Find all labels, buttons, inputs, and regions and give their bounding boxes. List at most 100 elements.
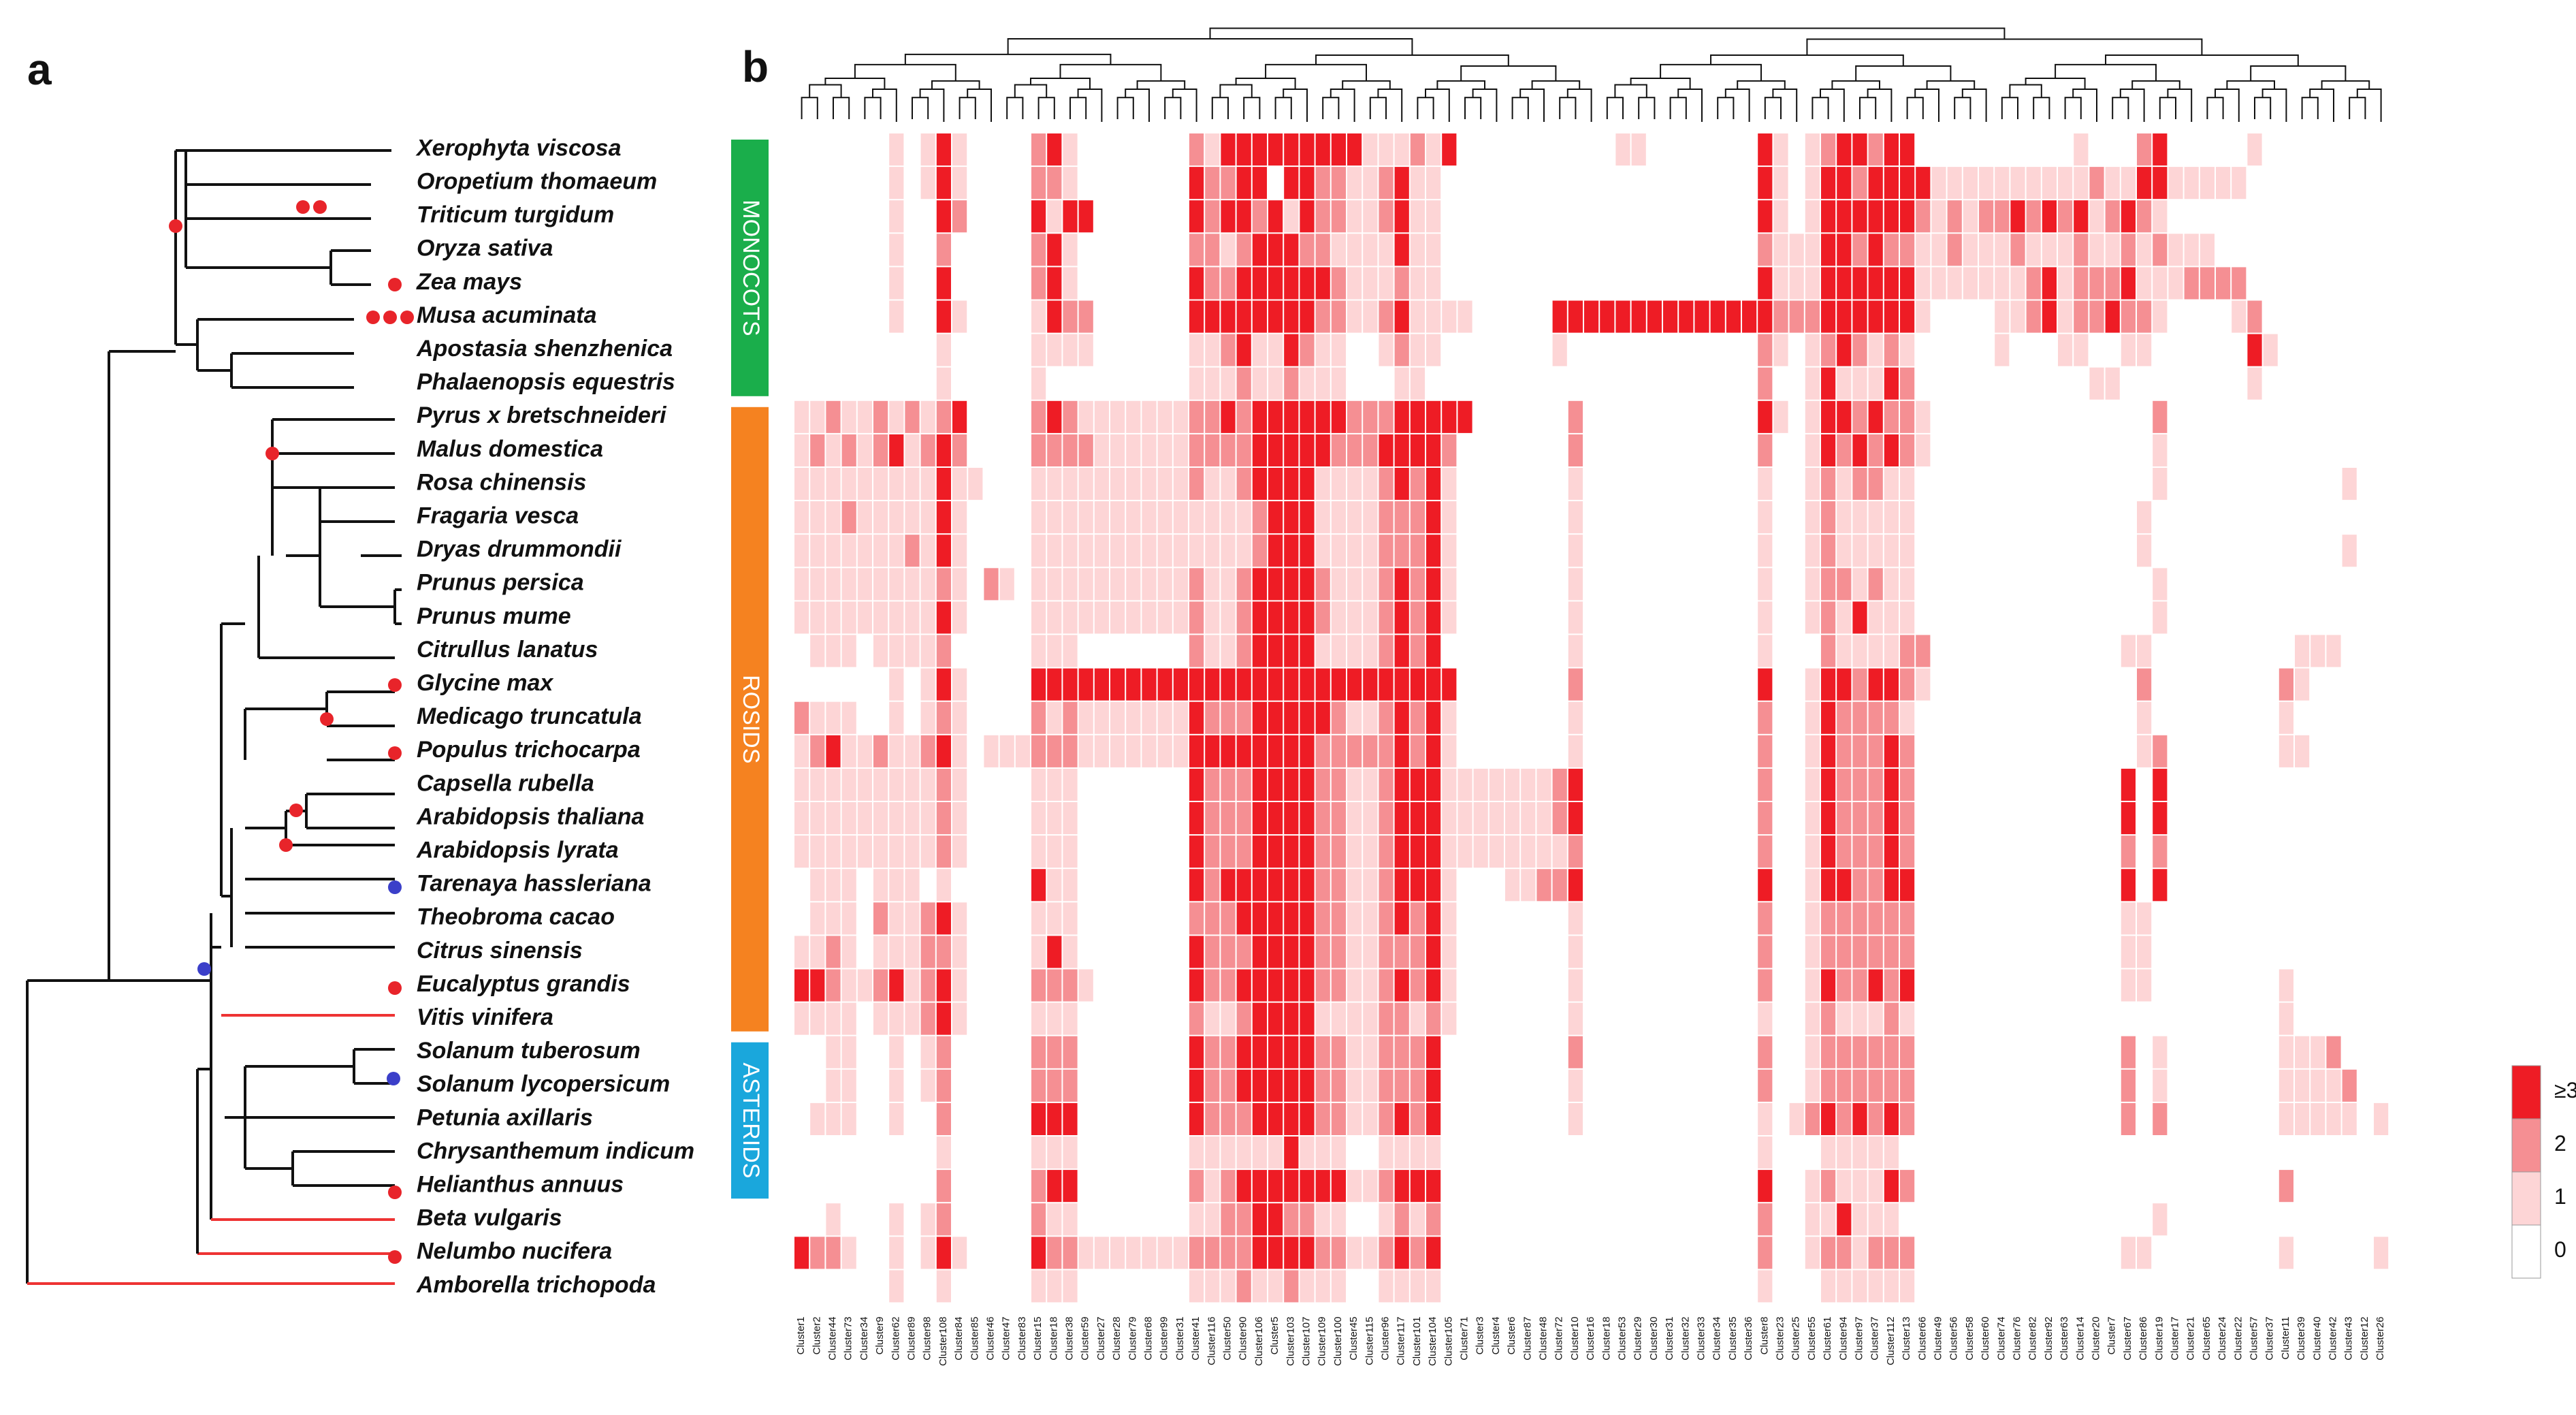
species-label: Theobroma cacao (417, 904, 615, 930)
heatmap-cell (1236, 869, 1251, 902)
heatmap-cell (1363, 735, 1378, 767)
heatmap-cell (952, 836, 967, 868)
heatmap-cell (1568, 1102, 1583, 1135)
heatmap-cell (1442, 535, 1457, 567)
species-label: Oropetium thomaeum (417, 168, 657, 194)
dendrogram-branch (2349, 97, 2366, 119)
heatmap-cell (1379, 668, 1394, 701)
cluster-label: Cluster18 (1048, 1317, 1059, 1361)
heatmap-cell (1063, 735, 1078, 767)
heatmap-cell (1805, 535, 1820, 567)
heatmap-cell (1931, 234, 1946, 266)
heatmap-cell (1837, 701, 1852, 734)
heatmap-cell (2026, 267, 2041, 300)
heatmap-cell (920, 836, 935, 868)
heatmap-cell (1063, 902, 1078, 935)
heatmap-cell (1205, 367, 1220, 400)
heatmap-cell (1852, 1036, 1867, 1068)
heatmap-cell (952, 902, 967, 935)
heatmap-cell (2342, 535, 2357, 567)
heatmap-cell (1584, 300, 1599, 333)
other-event-dot (197, 962, 211, 976)
heatmap-cell (1268, 969, 1283, 1002)
heatmap-cell (1236, 300, 1251, 333)
heatmap-cell (1868, 869, 1883, 902)
heatmap-cell (1221, 1002, 1236, 1035)
heatmap-cell (2200, 167, 2215, 200)
heatmap-cell (1031, 1270, 1046, 1303)
heatmap-cell (1900, 1170, 1915, 1203)
heatmap-cell (2010, 267, 2025, 300)
heatmap-cell (2137, 334, 2152, 366)
heatmap-cell (1410, 535, 1425, 567)
heatmap-cell (1442, 468, 1457, 500)
dendrogram-branch (2356, 89, 2382, 122)
heatmap-cell (1047, 267, 1062, 300)
heatmap-cell (1884, 400, 1899, 433)
heatmap-cell (889, 869, 904, 902)
legend-swatch (2511, 1118, 2541, 1173)
heatmap-cell (826, 768, 841, 801)
heatmap-cell (1126, 568, 1141, 601)
heatmap-cell (1284, 1237, 1299, 1269)
heatmap-cell (1552, 334, 1567, 366)
heatmap-cell (1252, 668, 1267, 701)
heatmap-cell (1284, 167, 1299, 200)
heatmap-cell (1900, 334, 1915, 366)
cluster-label: Cluster20 (2090, 1317, 2102, 1361)
heatmap-cell (1268, 400, 1283, 433)
heatmap-cell (1821, 936, 1836, 968)
cluster-labels: Cluster1 Cluster2 Cluster44 Cluster73 Cluste… (795, 1317, 2386, 1367)
heatmap-cell (1047, 434, 1062, 466)
heatmap-cell (1852, 1270, 1867, 1303)
heatmap-cell (1268, 1237, 1283, 1269)
heatmap-cell (1868, 568, 1883, 601)
dendrogram-branch (2301, 97, 2319, 119)
heatmap-cell (1663, 300, 1678, 333)
heatmap-cell (1189, 501, 1204, 534)
heatmap-cell (2137, 234, 2152, 266)
cluster-label: Cluster68 (1142, 1317, 1154, 1361)
heatmap-cell (889, 735, 904, 767)
species-label: Zea mays (416, 269, 522, 295)
heatmap-cell (1110, 468, 1125, 500)
heatmap-cell (1331, 735, 1346, 767)
heatmap-cell (1221, 1136, 1236, 1169)
heatmap-cell (857, 468, 872, 500)
heatmap-cell (2153, 1203, 2168, 1236)
heatmap-cell (920, 902, 935, 935)
heatmap-cell (1426, 668, 1441, 701)
heatmap-cell (1252, 1203, 1267, 1236)
heatmap-cell (889, 701, 904, 734)
heatmap-cell (1758, 902, 1773, 935)
heatmap-cell (1284, 1170, 1299, 1203)
heatmap-cell (2137, 167, 2152, 200)
cluster-label: Cluster101 (1411, 1317, 1423, 1367)
heatmap-cell (1884, 200, 1899, 233)
heatmap-cell (1821, 167, 1836, 200)
heatmap-cell (2216, 267, 2231, 300)
heatmap-cell (1236, 535, 1251, 567)
heatmap-cell (1442, 701, 1457, 734)
heatmap-cell (1300, 300, 1315, 333)
heatmap-cell (1363, 468, 1378, 500)
wgd-dot (289, 804, 303, 817)
heatmap-cell (1063, 601, 1078, 634)
heatmap-cell (1363, 601, 1378, 634)
dendrogram-branch (1069, 97, 1087, 119)
heatmap-cell (1852, 568, 1867, 601)
species-label: Helianthus annuus (417, 1171, 624, 1197)
heatmap-cell (1884, 167, 1899, 200)
heatmap-cell (905, 735, 920, 767)
heatmap-cell (1868, 501, 1883, 534)
heatmap-cell (1805, 468, 1820, 500)
heatmap-cell (1284, 568, 1299, 601)
heatmap-cell (1031, 434, 1046, 466)
legend-swatch (2511, 1224, 2541, 1279)
heatmap-cell (1521, 869, 1536, 902)
heatmap-cell (1805, 1002, 1820, 1035)
heatmap-cell (1363, 1102, 1378, 1135)
heatmap-cell (1394, 1203, 1409, 1236)
heatmap-cell (1837, 535, 1852, 567)
heatmap-cell (1315, 768, 1330, 801)
